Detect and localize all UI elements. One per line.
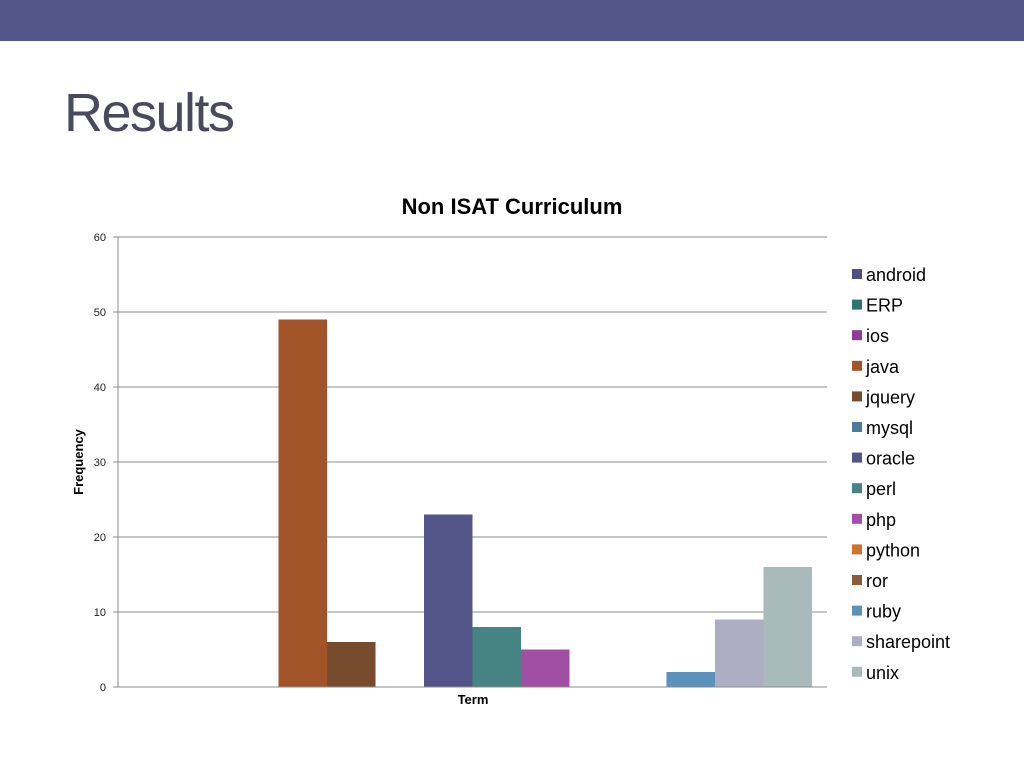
y-tick-label: 60	[94, 232, 106, 244]
legend-swatch-java	[852, 360, 862, 371]
legend: android ERP ios java jquery mysql oracle perl ph…	[852, 265, 950, 683]
legend-swatch-android	[852, 269, 862, 279]
axes: 0 10 20 30 40 50 60	[94, 232, 827, 694]
legend-swatch-perl	[852, 483, 862, 494]
legend-label-mysql: mysql	[866, 418, 913, 438]
y-tick-label: 20	[94, 532, 106, 544]
legend-label-oracle: oracle	[866, 449, 915, 469]
legend-swatch-oracle	[852, 452, 862, 463]
y-tick-label: 10	[94, 607, 106, 619]
top-band	[0, 0, 1024, 41]
x-axis-title: Term	[458, 692, 489, 707]
legend-label-python: python	[866, 540, 920, 560]
bar-php	[520, 649, 570, 687]
bar-ruby	[666, 672, 715, 687]
legend-swatch-ror	[852, 575, 862, 585]
legend-label-erp: ERP	[866, 296, 903, 316]
bar-java	[278, 319, 328, 687]
legend-swatch-php	[852, 513, 862, 524]
y-tick-label: 0	[100, 682, 106, 694]
legend-label-java: java	[865, 357, 900, 377]
y-tick-label: 30	[94, 457, 106, 469]
legend-swatch-mysql	[852, 422, 862, 432]
y-axis-title: Frequency	[71, 428, 86, 495]
legend-label-unix: unix	[866, 663, 899, 683]
chart-title: Non ISAT Curriculum	[402, 194, 623, 219]
legend-swatch-python	[852, 544, 862, 555]
legend-label-sharepoint: sharepoint	[866, 632, 950, 652]
legend-swatch-jquery	[852, 391, 862, 402]
legend-swatch-sharepoint	[852, 636, 862, 647]
legend-label-ror: ror	[866, 571, 888, 591]
legend-label-ruby: ruby	[866, 602, 901, 622]
legend-swatch-erp	[852, 299, 862, 310]
bar-perl	[472, 627, 521, 687]
legend-label-perl: perl	[866, 479, 896, 499]
slide-title: Results	[64, 83, 235, 143]
legend-swatch-unix	[852, 666, 862, 677]
legend-label-ios: ios	[866, 326, 889, 346]
legend-label-jquery: jquery	[865, 387, 915, 407]
y-tick-label: 50	[94, 307, 106, 319]
legend-label-android: android	[866, 265, 926, 285]
bars	[278, 319, 812, 687]
bar-unix	[763, 567, 812, 687]
bar-jquery	[327, 642, 376, 687]
legend-swatch-ios	[852, 330, 862, 341]
legend-label-php: php	[866, 510, 896, 530]
bar-sharepoint	[714, 619, 764, 687]
bar-oracle	[424, 514, 473, 687]
y-tick-label: 40	[94, 382, 106, 394]
legend-swatch-ruby	[852, 605, 862, 616]
